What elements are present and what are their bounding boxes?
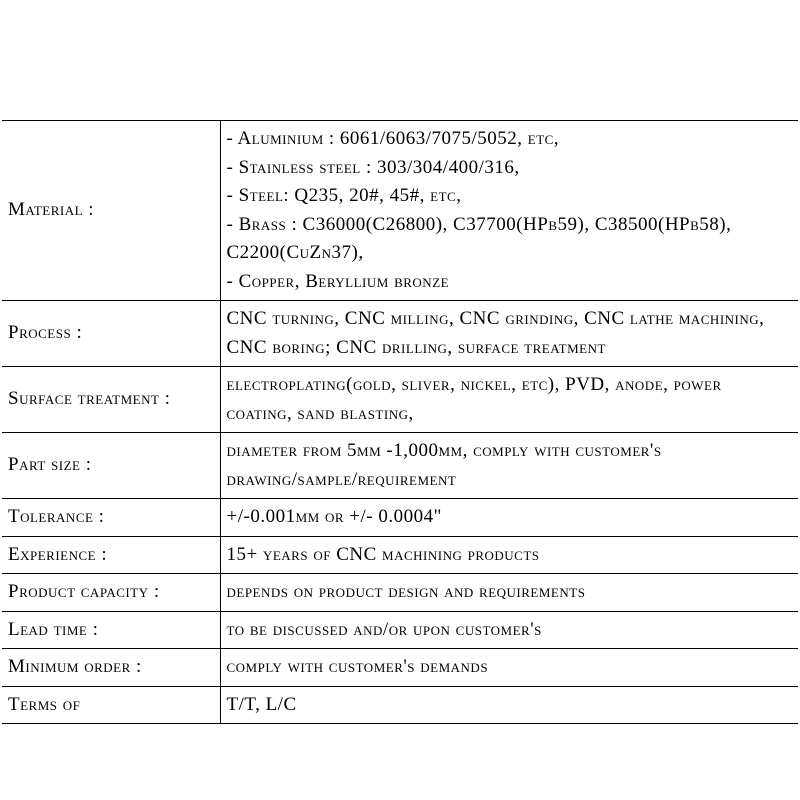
table-row: Lead time :to be discussed and/or upon c…	[2, 611, 798, 649]
spec-table: Material :- Aluminium : 6061/6063/7075/5…	[2, 120, 798, 724]
row-value: +/-0.001mm or +/- 0.0004"	[220, 499, 798, 537]
row-value-line: 15+ years of CNC machining products	[227, 541, 793, 570]
row-value: depends on product design and requiremen…	[220, 574, 798, 612]
row-value: 15+ years of CNC machining products	[220, 536, 798, 574]
row-value-line: T/T, L/C	[227, 691, 793, 720]
table-row: Part size :diameter from 5mm -1,000mm, c…	[2, 433, 798, 499]
row-value: diameter from 5mm -1,000mm, comply with …	[220, 433, 798, 499]
table-row: Experience : 15+ years of CNC machining …	[2, 536, 798, 574]
row-value-line: diameter from 5mm -1,000mm, comply with …	[227, 437, 793, 494]
row-value-line: - Aluminium : 6061/6063/7075/5052, etc,	[227, 125, 793, 154]
row-value-line: to be discussed and/or upon customer's	[227, 616, 793, 645]
row-label: Process :	[2, 301, 220, 367]
row-value-line: - Brass : C36000(C26800), C37700(HPb59),…	[227, 211, 793, 268]
row-value: - Aluminium : 6061/6063/7075/5052, etc,-…	[220, 121, 798, 301]
row-label: Minimum order :	[2, 649, 220, 687]
table-row: Minimum order :comply with customer's de…	[2, 649, 798, 687]
row-label: Experience :	[2, 536, 220, 574]
row-value-line: CNC turning, CNC milling, CNC grinding, …	[227, 305, 793, 362]
row-value: CNC turning, CNC milling, CNC grinding, …	[220, 301, 798, 367]
row-label: Tolerance :	[2, 499, 220, 537]
row-value: to be discussed and/or upon customer's	[220, 611, 798, 649]
table-row: Product capacity :depends on product des…	[2, 574, 798, 612]
row-value-line: depends on product design and requiremen…	[227, 578, 793, 607]
row-label: Lead time :	[2, 611, 220, 649]
row-value-line: - Copper, Beryllium bronze	[227, 268, 793, 297]
table-row: Surface treatment :electroplating(gold, …	[2, 367, 798, 433]
row-label: Surface treatment :	[2, 367, 220, 433]
row-value-line: - Stainless steel : 303/304/400/316,	[227, 154, 793, 183]
table-row: Material :- Aluminium : 6061/6063/7075/5…	[2, 121, 798, 301]
row-value-line: electroplating(gold, sliver, nickel, etc…	[227, 371, 793, 428]
row-value-line: +/-0.001mm or +/- 0.0004"	[227, 503, 793, 532]
row-value-line: - Steel: Q235, 20#, 45#, etc,	[227, 182, 793, 211]
row-value-line: comply with customer's demands	[227, 653, 793, 682]
table-row: Tolerance :+/-0.001mm or +/- 0.0004"	[2, 499, 798, 537]
row-label: Product capacity :	[2, 574, 220, 612]
spec-table-container: Material :- Aluminium : 6061/6063/7075/5…	[0, 0, 800, 724]
table-row: Process :CNC turning, CNC milling, CNC g…	[2, 301, 798, 367]
row-value: T/T, L/C	[220, 686, 798, 724]
row-value: electroplating(gold, sliver, nickel, etc…	[220, 367, 798, 433]
table-row: Terms ofT/T, L/C	[2, 686, 798, 724]
row-label: Terms of	[2, 686, 220, 724]
row-label: Material :	[2, 121, 220, 301]
row-label: Part size :	[2, 433, 220, 499]
row-value: comply with customer's demands	[220, 649, 798, 687]
